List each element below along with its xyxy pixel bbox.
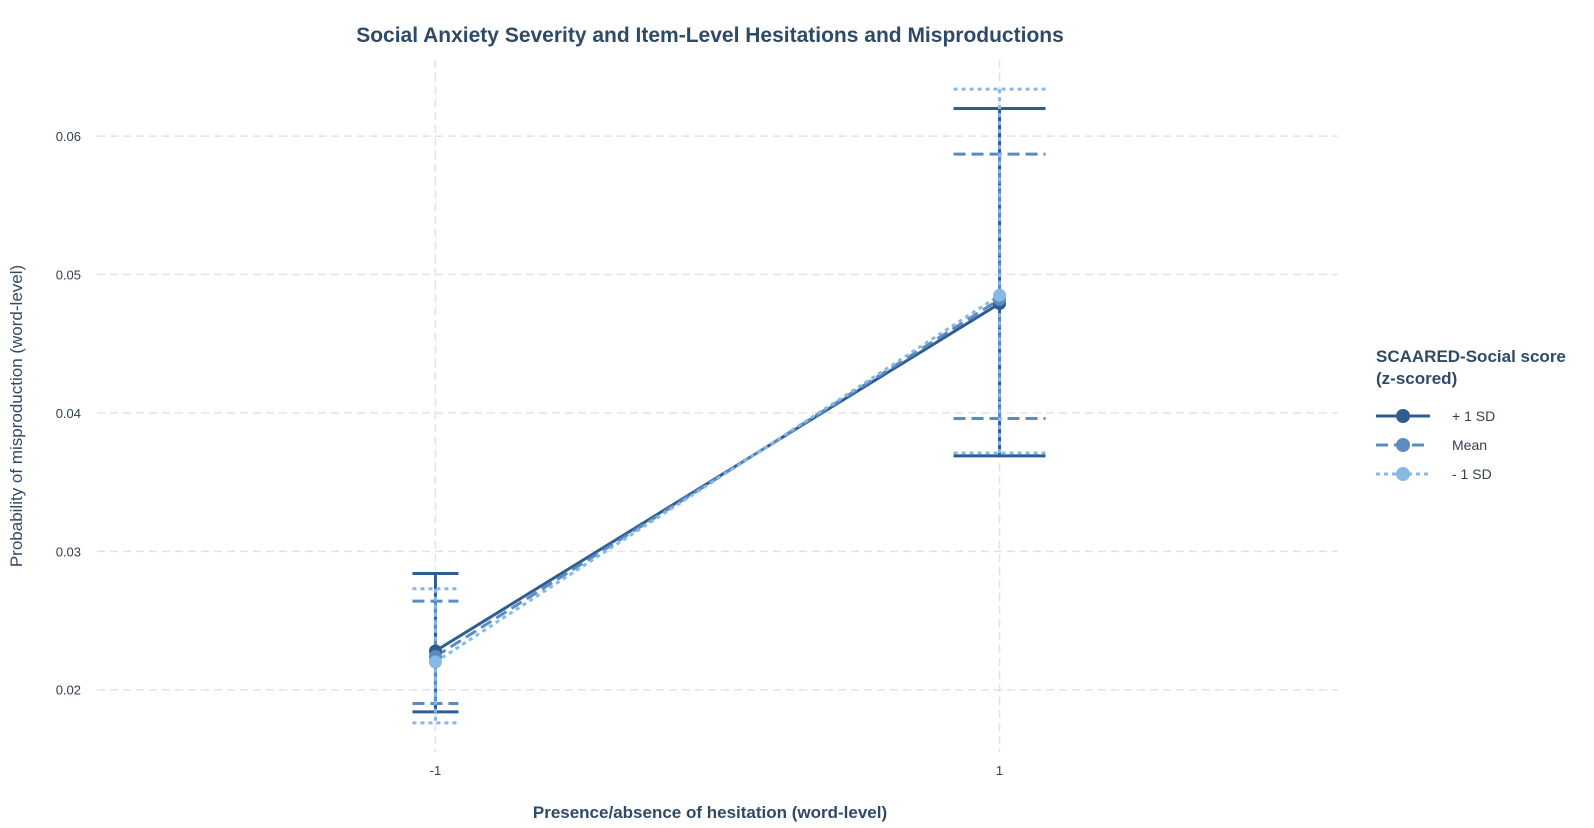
y-tick-label: 0.04 — [56, 406, 81, 421]
legend-key-point — [1396, 409, 1410, 423]
y-axis-title: Probability of misproduction (word-level… — [7, 265, 26, 567]
legend-key-point — [1396, 438, 1410, 452]
error-bars — [412, 87, 1046, 725]
x-tick-label: -1 — [430, 763, 442, 778]
grid-lines — [97, 60, 1338, 752]
legend-label: - 1 SD — [1452, 466, 1492, 482]
data-point — [993, 288, 1007, 302]
data-point — [428, 655, 442, 669]
x-tick-label: 1 — [996, 763, 1003, 778]
x-axis-ticks: -1 1 — [430, 763, 1003, 778]
series-line — [434, 294, 1001, 664]
legend-title-line-2: (z-scored) — [1376, 369, 1457, 388]
y-tick-label: 0.05 — [56, 268, 81, 283]
legend-keys: + 1 SD Mean - 1 SD — [1376, 408, 1495, 482]
legend-key-point — [1396, 467, 1410, 481]
y-tick-label: 0.02 — [56, 683, 81, 698]
series-lines — [434, 294, 1001, 664]
y-tick-label: 0.06 — [56, 129, 81, 144]
data-points — [428, 288, 1007, 669]
chart-title: Social Anxiety Severity and Item-Level H… — [356, 24, 1064, 47]
y-axis-ticks: 0.02 0.03 0.04 0.05 0.06 — [56, 129, 81, 698]
legend-label: + 1 SD — [1452, 408, 1495, 424]
x-axis-title: Presence/absence of hesitation (word-lev… — [533, 803, 887, 822]
legend-title-line-1: SCAARED-Social score — [1376, 347, 1566, 366]
legend: SCAARED-Social score (z-scored) + 1 SD Me… — [1376, 347, 1566, 482]
legend-label: Mean — [1452, 437, 1487, 453]
y-tick-label: 0.03 — [56, 544, 81, 559]
